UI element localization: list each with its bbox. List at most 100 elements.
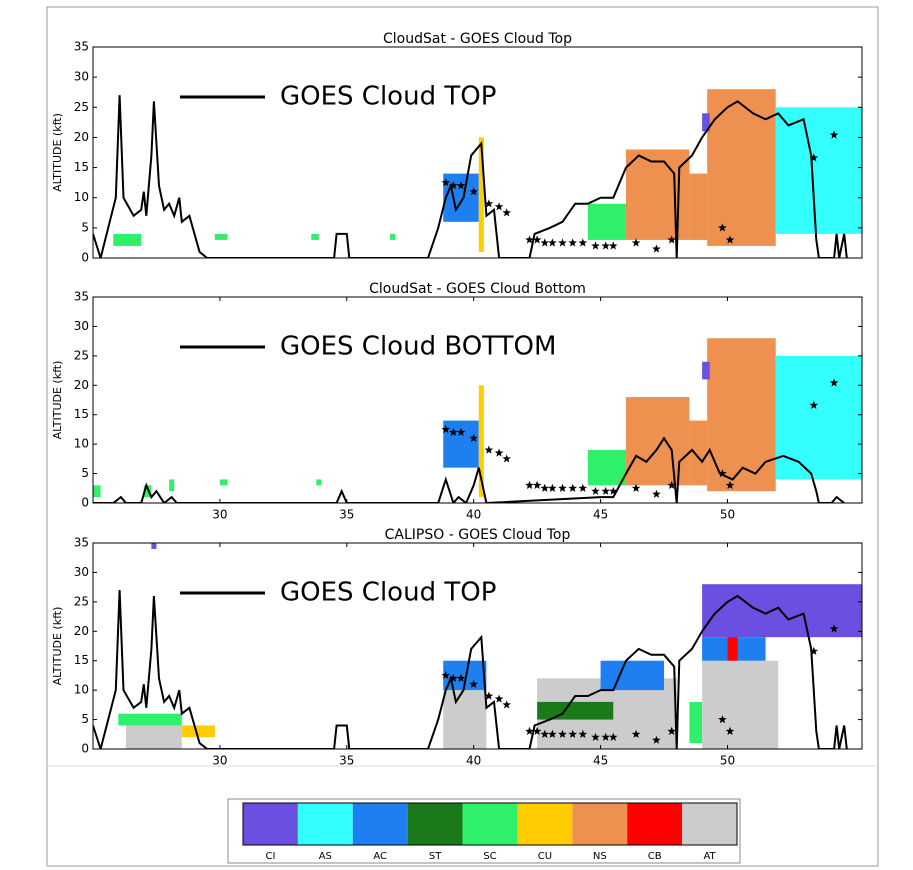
star-marker — [631, 238, 641, 247]
x-tick-label: 30 — [212, 754, 227, 768]
star-marker — [484, 199, 494, 208]
y-tick-label: 10 — [74, 190, 89, 204]
colorbar-label: NS — [593, 851, 607, 862]
colorbar-cell — [297, 803, 353, 845]
cloud-patch — [181, 725, 215, 738]
series-line — [93, 590, 848, 749]
star-marker — [718, 223, 727, 232]
star-marker — [540, 483, 549, 492]
star-marker — [449, 181, 458, 190]
star-marker — [652, 735, 661, 744]
x-tick-label: 40 — [466, 754, 481, 768]
y-axis-label: ALTITUDE (kft) — [51, 361, 64, 440]
plot-area — [93, 338, 862, 503]
cloud-patch — [702, 361, 710, 380]
colorbar-label: AC — [373, 851, 387, 862]
cloud-patch — [689, 173, 708, 240]
star-marker — [568, 729, 577, 738]
star-marker — [456, 181, 466, 190]
star-marker — [725, 235, 735, 244]
cloud-patch — [702, 660, 779, 749]
star-marker — [609, 732, 618, 741]
y-tick-label: 5 — [81, 466, 89, 480]
colorbar-label: CI — [265, 851, 275, 862]
y-tick-label: 0 — [81, 496, 89, 510]
y-tick-label: 35 — [74, 40, 89, 54]
colorbar-frame — [242, 802, 738, 846]
y-axis-label: ALTITUDE (kft) — [51, 607, 64, 686]
star-marker — [548, 238, 557, 247]
star-marker — [441, 178, 451, 187]
cloud-patch — [214, 233, 228, 240]
cloud-patch — [113, 233, 142, 246]
cloud-patch — [125, 725, 182, 749]
star-marker — [578, 483, 588, 492]
star-marker — [441, 424, 451, 434]
cloud-patch — [625, 149, 690, 240]
cloud-patch — [775, 355, 862, 480]
colorbar-cell — [352, 803, 408, 845]
star-marker — [532, 726, 542, 735]
cloud-patch — [118, 713, 182, 726]
star-marker — [718, 469, 727, 478]
colorbar-cell — [407, 803, 463, 845]
y-tick-label: 15 — [74, 407, 89, 421]
star-marker — [591, 486, 600, 495]
y-tick-label: 0 — [81, 251, 89, 265]
y-tick-label: 10 — [74, 437, 89, 451]
y-tick-label: 15 — [74, 160, 89, 174]
star-marker — [558, 483, 567, 492]
y-tick-label: 25 — [74, 100, 89, 114]
cloud-patch — [707, 338, 776, 492]
star-marker — [631, 483, 641, 492]
cloud-patch — [537, 701, 614, 720]
cloud-patch — [702, 113, 710, 132]
colorbar-cell — [243, 803, 298, 845]
star-marker — [502, 454, 511, 463]
x-tick-label: 50 — [720, 754, 735, 768]
y-tick-label: 5 — [81, 712, 89, 726]
axes-frame — [92, 542, 863, 750]
star-marker — [484, 445, 494, 454]
star-marker — [494, 694, 504, 703]
cloud-patch — [478, 137, 484, 252]
legend-label: GOES Cloud TOP — [280, 578, 496, 608]
star-marker — [456, 673, 466, 682]
cloud-patch — [389, 233, 396, 240]
x-tick-label: 45 — [593, 754, 608, 768]
star-marker — [525, 726, 534, 735]
star-marker — [718, 715, 727, 724]
star-marker — [578, 238, 588, 247]
colorbar-label: AS — [319, 851, 332, 862]
cloud-patch — [707, 89, 776, 246]
cloud-patch — [775, 107, 862, 234]
y-tick-label: 20 — [74, 624, 89, 638]
x-tick-label: 35 — [339, 754, 354, 768]
series-line — [93, 436, 845, 503]
star-marker — [601, 732, 610, 741]
star-marker — [591, 732, 600, 741]
y-tick-label: 0 — [81, 742, 89, 756]
star-marker — [667, 235, 676, 244]
star-marker — [809, 153, 819, 162]
star-marker — [829, 378, 839, 387]
figure-frame — [46, 6, 879, 867]
star-marker — [449, 673, 458, 682]
y-axis-label: ALTITUDE (kft) — [51, 113, 64, 192]
plot-area — [93, 89, 862, 258]
x-tick-label: 50 — [720, 508, 735, 522]
cloud-patch — [689, 701, 703, 744]
star-marker — [725, 480, 735, 489]
star-marker — [591, 241, 600, 250]
colorbar-cell — [517, 803, 573, 845]
star-marker — [484, 691, 494, 700]
star-marker — [525, 235, 534, 244]
star-marker — [558, 729, 567, 738]
colorbar-label: AT — [703, 851, 716, 862]
y-tick-label: 20 — [74, 378, 89, 392]
star-marker — [725, 726, 735, 735]
star-marker — [548, 729, 557, 738]
star-marker — [532, 480, 542, 489]
cloud-patch — [443, 420, 479, 468]
